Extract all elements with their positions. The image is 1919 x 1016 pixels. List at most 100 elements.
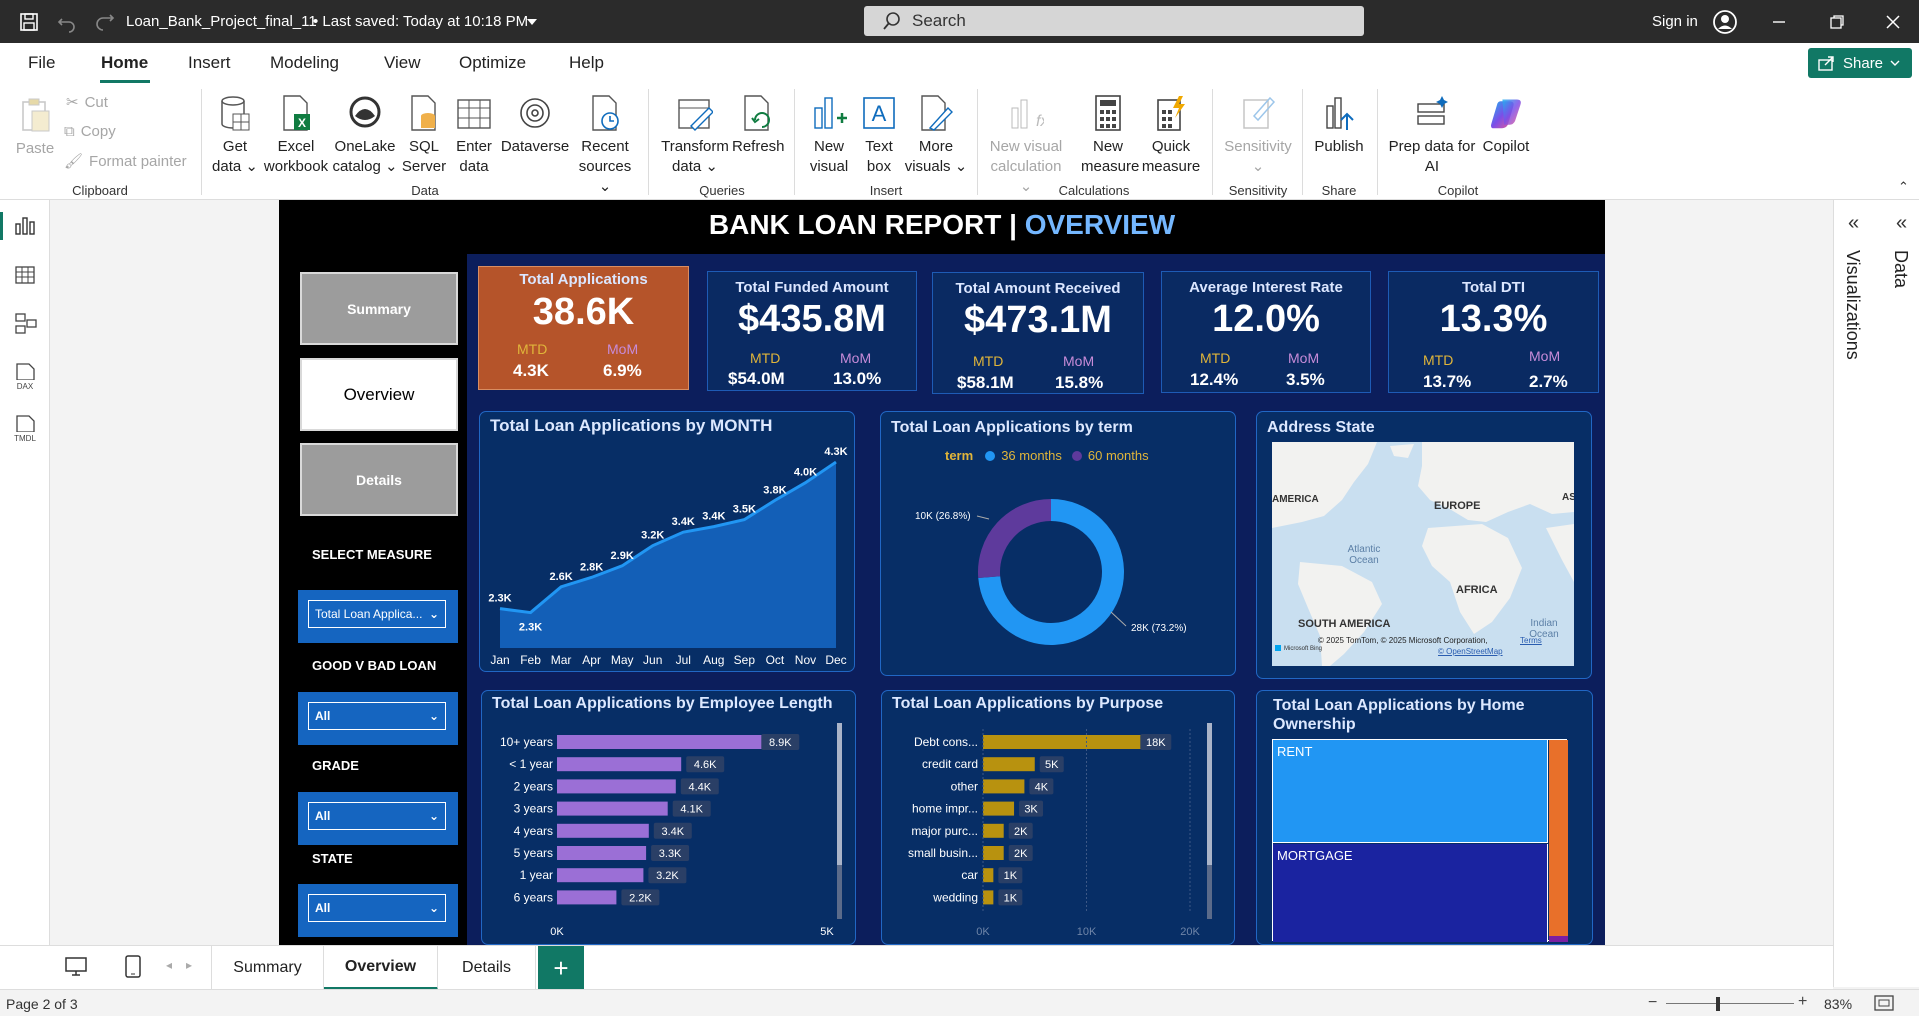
- good-bad-loan-dropdown[interactable]: All ⌄: [308, 702, 446, 730]
- more-visuals-button[interactable]: More visuals ⌄: [904, 93, 968, 177]
- address-state-card[interactable]: Address State AMERICA EUROPE AS Atlantic…: [1256, 411, 1592, 679]
- term-chart-card[interactable]: Total Loan Applications by term term 36 …: [880, 411, 1236, 676]
- page-tab-overview[interactable]: Overview: [324, 946, 438, 990]
- desktop-layout-icon[interactable]: [64, 956, 88, 983]
- dax-query-view-icon[interactable]: DAX: [12, 362, 38, 391]
- account-icon[interactable]: [1712, 0, 1738, 43]
- new-measure-button[interactable]: New measure: [1081, 93, 1139, 177]
- excel-workbook-button[interactable]: X Excel workbook: [263, 93, 329, 177]
- zoom-in-icon[interactable]: +: [1798, 993, 1808, 1010]
- prep-label-2: AI: [1424, 158, 1440, 175]
- kpi-average-interest-rate[interactable]: Average Interest Rate 12.0% MTD MoM 12.4…: [1161, 271, 1371, 393]
- minimize-icon[interactable]: [1772, 0, 1786, 43]
- data-label-bg: [651, 845, 690, 861]
- treemap-tile-mortgage[interactable]: MORTGAGE: [1273, 844, 1548, 942]
- data-pane-tab[interactable]: Data: [1891, 250, 1911, 289]
- select-measure-label: SELECT MEASURE: [312, 547, 432, 562]
- expand-visualizations-icon[interactable]: «: [1848, 212, 1860, 234]
- menu-help[interactable]: Help: [569, 53, 604, 72]
- paste-icon: [17, 95, 53, 135]
- menu-home[interactable]: Home: [101, 53, 149, 72]
- text-box-button[interactable]: A Text box: [856, 93, 902, 177]
- menu-insert[interactable]: Insert: [188, 53, 231, 72]
- table-view-icon[interactable]: [14, 264, 36, 291]
- treemap-tile-own[interactable]: [1549, 740, 1568, 936]
- kpi-total-funded-amount[interactable]: Total Funded Amount $435.8M MTD MoM $54.…: [707, 271, 917, 391]
- undo-icon[interactable]: [56, 0, 78, 43]
- cut-button[interactable]: ✂ Cut: [66, 93, 108, 112]
- nav-summary-button[interactable]: Summary: [300, 272, 458, 345]
- visualizations-pane-tab[interactable]: Visualizations: [1843, 250, 1863, 360]
- refresh-button[interactable]: Refresh: [732, 93, 785, 157]
- kpi-total-dti[interactable]: Total DTI 13.3% MTD MoM 13.7% 2.7%: [1388, 271, 1599, 393]
- onelake-catalog-button[interactable]: OneLake catalog ⌄: [332, 93, 398, 177]
- data-label: 3.4K: [702, 511, 725, 523]
- kpi-total-applications[interactable]: Total Applications 38.6K MTD MoM 4.3K 6.…: [478, 266, 689, 390]
- mobile-layout-icon[interactable]: [124, 955, 142, 984]
- page-tab-summary[interactable]: Summary: [211, 946, 324, 990]
- page-tab-details[interactable]: Details: [438, 946, 536, 990]
- previous-page-icon[interactable]: ◂: [166, 958, 173, 972]
- map-osm-link[interactable]: © OpenStreetMap: [1438, 647, 1503, 656]
- share-button[interactable]: Share: [1808, 48, 1912, 78]
- map-view[interactable]: AMERICA EUROPE AS Atlantic Ocean AFRICA …: [1272, 442, 1574, 666]
- new-visual-calculation-button[interactable]: fx New visual calculation ⌄: [985, 93, 1067, 197]
- copilot-button[interactable]: Copilot: [1476, 93, 1536, 157]
- grade-dropdown[interactable]: All ⌄: [308, 802, 446, 830]
- report-view-icon[interactable]: [14, 214, 36, 241]
- treemap-tile-other[interactable]: [1549, 936, 1568, 942]
- report-title-main: BANK LOAN REPORT |: [708, 209, 1025, 240]
- restore-icon[interactable]: [1830, 0, 1844, 43]
- map-terms-link[interactable]: Terms: [1520, 636, 1542, 645]
- search-box[interactable]: Search: [864, 6, 1364, 36]
- quick-measure-button[interactable]: Quick measure: [1140, 93, 1202, 177]
- add-page-button[interactable]: +: [538, 946, 584, 990]
- menu-modeling[interactable]: Modeling: [270, 53, 339, 72]
- dataverse-button[interactable]: Dataverse: [500, 93, 570, 157]
- state-dropdown[interactable]: All ⌄: [308, 894, 446, 922]
- purpose-card[interactable]: Total Loan Applications by Purpose Debt …: [881, 690, 1235, 945]
- nav-overview-button[interactable]: Overview: [300, 358, 458, 431]
- nav-details-button[interactable]: Details: [300, 443, 458, 516]
- collapse-ribbon-icon[interactable]: ⌃: [1898, 179, 1909, 194]
- sql-server-button[interactable]: SQL Server: [400, 93, 448, 177]
- term-legend: term 36 months 60 months: [945, 448, 1149, 463]
- data-label-bg: [686, 756, 725, 773]
- tmdl-view-icon[interactable]: TMDL: [12, 414, 38, 443]
- recent-sources-button[interactable]: Recent sources ⌄: [572, 93, 638, 197]
- save-icon[interactable]: [18, 0, 40, 43]
- paste-button[interactable]: Paste: [14, 95, 56, 159]
- sign-in-button[interactable]: Sign in: [1652, 0, 1698, 43]
- prep-data-for-ai-button[interactable]: Prep data for AI: [1385, 93, 1479, 177]
- menu-optimize[interactable]: Optimize: [459, 53, 527, 72]
- zoom-slider-thumb[interactable]: [1716, 997, 1720, 1011]
- chevron-down-icon[interactable]: [526, 0, 538, 43]
- data-label: 4.0K: [794, 467, 817, 479]
- sql-label-2: Server: [401, 158, 447, 175]
- monthly-chart-card[interactable]: Total Loan Applications by MONTH 2.3K Jan…: [479, 411, 855, 672]
- redo-icon[interactable]: [94, 0, 116, 43]
- zoom-slider[interactable]: [1666, 1003, 1794, 1004]
- publish-button[interactable]: Publish: [1310, 93, 1368, 157]
- model-view-icon[interactable]: [14, 312, 38, 341]
- transform-data-button[interactable]: Transform data ⌄: [658, 93, 732, 177]
- menu-file[interactable]: File: [28, 53, 56, 72]
- employee-length-card[interactable]: Total Loan Applications by Employee Leng…: [481, 690, 856, 945]
- select-measure-dropdown[interactable]: Total Loan Applica... ⌄: [308, 600, 446, 628]
- menu-view[interactable]: View: [384, 53, 421, 72]
- copy-button[interactable]: ⧉ Copy: [64, 123, 116, 140]
- close-icon[interactable]: [1886, 0, 1900, 43]
- treemap-tile-rent[interactable]: RENT: [1273, 740, 1548, 843]
- expand-data-icon[interactable]: «: [1896, 212, 1908, 234]
- home-ownership-card[interactable]: Total Loan Applications by Home Ownershi…: [1256, 690, 1593, 945]
- enter-data-button[interactable]: Enter data: [451, 93, 497, 177]
- format-painter-button[interactable]: 🖌 Format painter: [64, 152, 187, 171]
- next-page-icon[interactable]: ▸: [186, 958, 193, 972]
- zoom-out-icon[interactable]: −: [1648, 994, 1658, 1011]
- get-data-button[interactable]: Get data ⌄: [210, 93, 260, 177]
- kpi-total-amount-received[interactable]: Total Amount Received $473.1M MTD MoM $5…: [932, 272, 1144, 394]
- get-data-label-2: data ⌄: [212, 158, 258, 175]
- sensitivity-button[interactable]: Sensitivity ⌄: [1220, 93, 1296, 177]
- fit-to-page-icon[interactable]: [1874, 994, 1894, 1015]
- new-visual-button[interactable]: New visual: [804, 93, 854, 177]
